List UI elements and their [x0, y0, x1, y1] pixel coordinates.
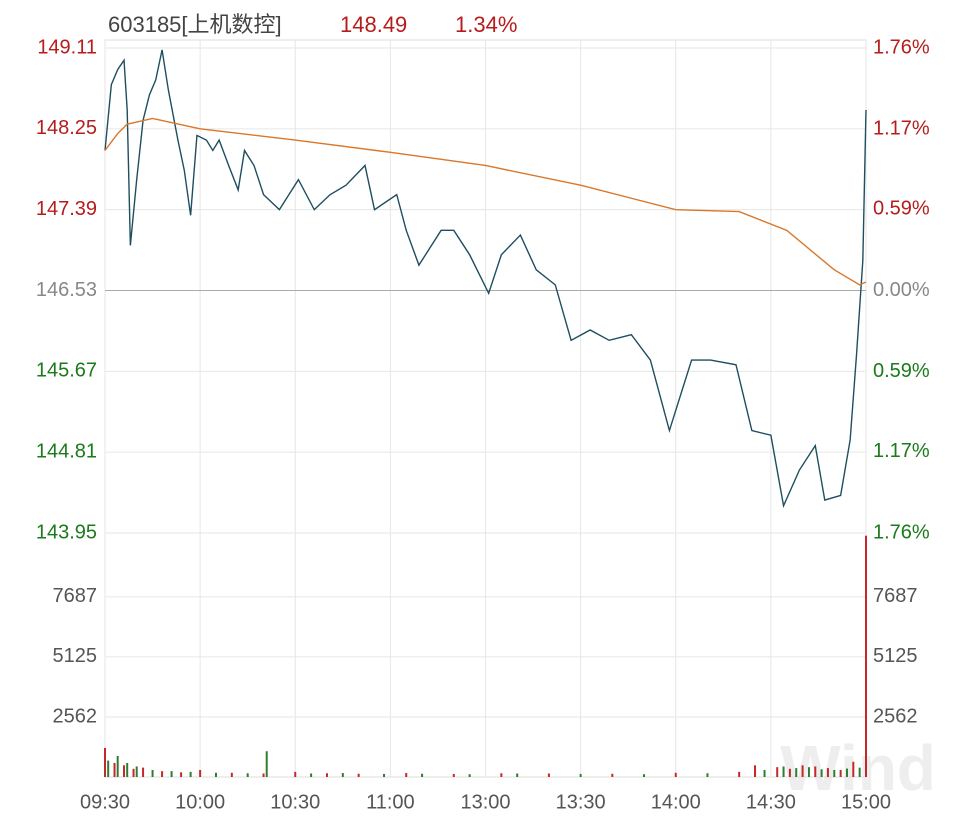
x-tick-label: 09:30 [80, 791, 130, 813]
volume-bar [294, 771, 297, 777]
volume-bar [643, 774, 646, 777]
volume-bar [706, 773, 709, 777]
volume-bar [865, 535, 867, 777]
volume-bar [839, 769, 842, 777]
volume-bar [246, 773, 249, 777]
volume-bar [123, 765, 126, 777]
volume-bar [325, 773, 328, 777]
y2-tick-label: 0.59% [873, 197, 930, 219]
price-line [104, 117, 867, 286]
y2-tick-label: 1.76% [873, 36, 930, 58]
volume-bar [405, 773, 408, 777]
volume-bar [383, 773, 386, 777]
volume-bar [814, 766, 817, 777]
x-tick-label: 14:00 [651, 791, 701, 813]
volume-bar [104, 747, 106, 777]
volume-bar [807, 767, 810, 777]
y-tick-label: 147.39 [36, 198, 97, 220]
x-tick-label: 14:30 [746, 791, 796, 813]
volume-tick-label: 2562 [873, 705, 918, 727]
volume-bar [795, 768, 798, 777]
volume-bar [674, 772, 677, 777]
volume-bar [852, 761, 855, 777]
volume-tick-label: 7687 [873, 585, 918, 607]
volume-bar [265, 751, 268, 777]
price-line [104, 49, 867, 509]
x-tick-label: 13:30 [556, 791, 606, 813]
volume-bar [500, 773, 503, 777]
y2-tick-label: 1.17% [873, 118, 930, 140]
watermark: Wind [780, 732, 936, 804]
last-price: 148.49 [340, 12, 407, 37]
y2-tick-label: 1.17% [873, 440, 930, 462]
volume-bar [820, 769, 823, 777]
volume-bar [788, 768, 791, 777]
volume-bar [845, 768, 848, 777]
y-tick-label: 145.67 [36, 360, 97, 382]
volume-bar [151, 769, 154, 777]
volume-bar [107, 760, 110, 777]
y2-tick-label: 1.76% [873, 521, 930, 543]
x-tick-label: 10:30 [270, 791, 320, 813]
volume-bar [310, 773, 313, 777]
volume-bar [738, 771, 741, 777]
y-tick-label: 143.95 [36, 521, 97, 543]
volume-bar [132, 768, 135, 777]
volume-bar [341, 773, 344, 777]
y2-tick-label: 0.00% [873, 279, 930, 301]
x-tick-label: 10:00 [175, 791, 225, 813]
change-percent: 1.34% [455, 12, 517, 37]
volume-bar [161, 771, 164, 777]
volume-bar [357, 773, 360, 777]
volume-tick-label: 5125 [53, 645, 98, 667]
x-tick-label: 13:00 [460, 791, 510, 813]
x-tick-label: 11:00 [366, 791, 415, 813]
y-tick-label: 146.53 [36, 279, 97, 301]
volume-bar [262, 773, 265, 777]
y-tick-label: 148.25 [36, 117, 97, 139]
volume-bar [170, 771, 173, 777]
volume-bar [611, 773, 614, 777]
y-tick-label: 144.81 [36, 440, 97, 462]
volume-bar [468, 774, 471, 777]
volume-bar [113, 762, 116, 777]
volume-bar [547, 773, 550, 777]
volume-bar [858, 767, 861, 777]
volume-bar [180, 772, 183, 777]
volume-bar [189, 771, 192, 777]
volume-bar [754, 765, 757, 777]
y2-tick-label: 0.59% [873, 360, 930, 382]
volume-bar [214, 772, 217, 777]
volume-tick-label: 5125 [873, 645, 918, 667]
volume-bar [516, 773, 519, 777]
volume-bar [833, 769, 836, 777]
volume-bar [199, 769, 202, 777]
volume-bar [126, 762, 129, 777]
volume-bar [826, 768, 829, 777]
stock-title: 603185[上机数控] [108, 12, 282, 37]
volume-bar [801, 765, 804, 777]
volume-bar [452, 773, 455, 777]
volume-bar [763, 769, 766, 777]
volume-tick-label: 7687 [53, 585, 98, 607]
volume-bar [421, 773, 424, 777]
volume-bar [776, 767, 779, 777]
y-tick-label: 149.11 [37, 36, 97, 58]
volume-tick-label: 2562 [53, 705, 98, 727]
x-tick-label: 15:00 [841, 791, 891, 813]
volume-bar [782, 766, 785, 777]
volume-bar [579, 773, 582, 777]
volume-bar [142, 767, 145, 777]
volume-bar [135, 766, 138, 777]
volume-bar [116, 755, 119, 777]
volume-bar [230, 772, 233, 777]
